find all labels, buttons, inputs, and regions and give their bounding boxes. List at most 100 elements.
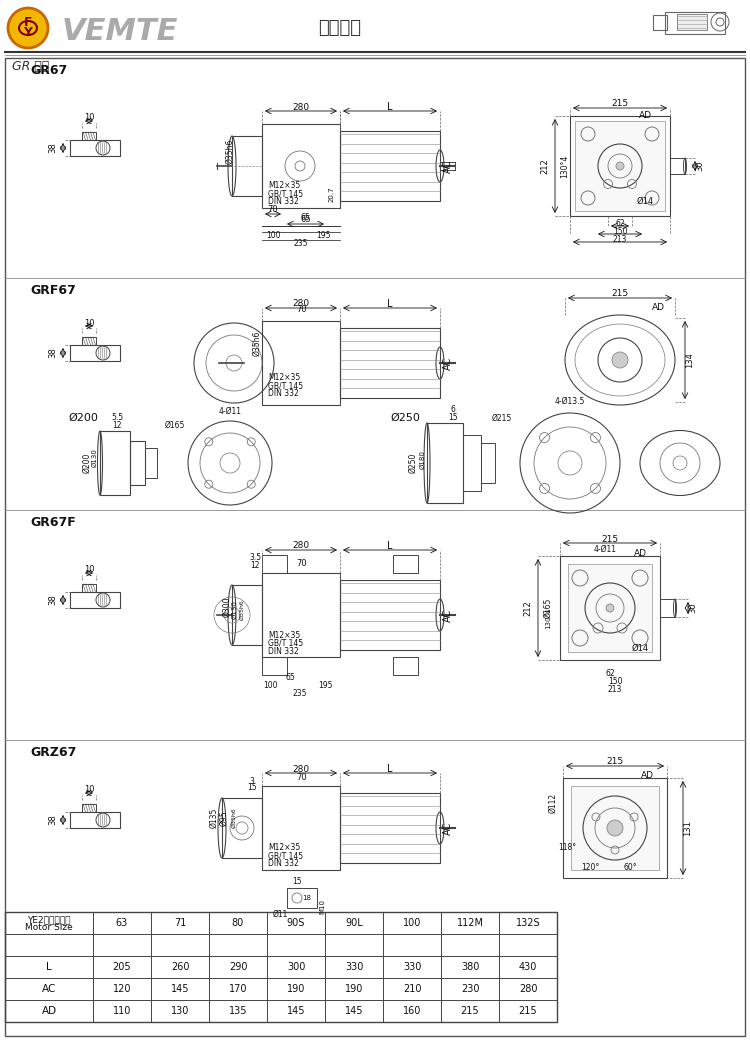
Text: 63: 63 (116, 918, 128, 928)
Text: 132S: 132S (516, 918, 540, 928)
Text: L: L (387, 102, 393, 111)
Bar (70, 812, 120, 828)
Text: 280: 280 (519, 984, 537, 994)
Bar (340, 131, 440, 201)
Text: 90L: 90L (345, 918, 363, 928)
Text: 195: 195 (316, 231, 330, 241)
Text: 80: 80 (232, 918, 244, 928)
Bar (677, 14, 707, 30)
Text: Motor Size: Motor Size (26, 923, 73, 933)
Text: 112M: 112M (457, 918, 484, 928)
Text: 20.7: 20.7 (329, 187, 335, 202)
Text: 210: 210 (403, 984, 422, 994)
Text: Ø300: Ø300 (223, 597, 232, 617)
Bar (232, 585, 262, 645)
Bar (232, 137, 262, 196)
Text: GB/T 145: GB/T 145 (268, 639, 303, 647)
Text: 290: 290 (229, 962, 248, 972)
Text: 130°4: 130°4 (545, 607, 551, 628)
Text: 135: 135 (229, 1006, 248, 1016)
Text: Ø130: Ø130 (92, 448, 98, 468)
Text: 70: 70 (297, 773, 307, 783)
Text: 235: 235 (294, 240, 308, 248)
Text: 215: 215 (602, 535, 619, 544)
Text: 38: 38 (49, 348, 58, 358)
Text: 212: 212 (541, 158, 550, 174)
Bar (70, 592, 120, 607)
Text: 230: 230 (460, 984, 479, 994)
Text: DIN 332: DIN 332 (268, 860, 298, 868)
Text: 130: 130 (171, 1006, 189, 1016)
Text: M12×35: M12×35 (268, 844, 300, 852)
Text: 减速电机: 减速电机 (319, 19, 362, 38)
Circle shape (8, 8, 48, 48)
Text: M12×35: M12×35 (268, 373, 300, 382)
Text: AD: AD (41, 1006, 56, 1016)
Text: 70: 70 (297, 305, 307, 315)
Text: 131: 131 (683, 820, 692, 836)
Text: 380: 380 (460, 962, 479, 972)
Text: 205: 205 (112, 962, 131, 972)
Text: 150: 150 (608, 676, 622, 686)
Text: 300: 300 (286, 962, 305, 972)
Text: AC: AC (443, 821, 453, 835)
Text: GB/T 145: GB/T 145 (268, 381, 303, 391)
Bar (560, 556, 660, 660)
Text: F: F (24, 16, 32, 28)
Text: 145: 145 (171, 984, 189, 994)
Text: 15: 15 (292, 877, 302, 887)
Text: Ø130: Ø130 (232, 600, 238, 619)
Text: 10: 10 (84, 566, 94, 574)
Bar (653, 15, 667, 30)
Text: 330: 330 (345, 962, 363, 972)
Bar (145, 448, 157, 478)
Circle shape (612, 352, 628, 368)
Bar (100, 431, 130, 495)
Text: 215: 215 (519, 1006, 537, 1016)
Text: AD: AD (638, 111, 652, 121)
Text: Y: Y (23, 25, 32, 39)
Text: 30: 30 (688, 602, 698, 614)
Text: YE2电机机座号: YE2电机机座号 (27, 916, 70, 924)
Bar (82, 584, 96, 592)
Bar (222, 798, 262, 858)
Text: L: L (387, 299, 393, 309)
Text: VEMTE: VEMTE (62, 18, 178, 47)
Text: 15: 15 (248, 784, 256, 793)
Text: 213: 213 (608, 685, 622, 694)
Text: Ø250: Ø250 (409, 453, 418, 473)
Text: 150: 150 (613, 226, 627, 235)
Text: Ø135: Ø135 (209, 808, 218, 828)
Text: 170: 170 (229, 984, 248, 994)
Text: 145: 145 (286, 1006, 305, 1016)
Text: 215: 215 (460, 1006, 479, 1016)
Text: Ø14: Ø14 (637, 197, 653, 205)
Text: 38: 38 (49, 815, 58, 825)
Bar (262, 555, 287, 573)
Text: 15: 15 (448, 413, 458, 422)
Text: 260: 260 (171, 962, 189, 972)
Bar (70, 140, 120, 156)
Text: 280: 280 (292, 102, 310, 111)
Text: AD: AD (634, 548, 646, 557)
Text: 65: 65 (301, 213, 310, 222)
Text: Ø165: Ø165 (544, 598, 553, 618)
Text: 60°: 60° (623, 864, 637, 872)
Circle shape (606, 604, 614, 612)
Text: 100: 100 (266, 231, 280, 241)
Text: 62: 62 (615, 219, 625, 227)
Text: 145: 145 (345, 1006, 363, 1016)
Text: 190: 190 (286, 984, 305, 994)
Text: 10: 10 (84, 114, 94, 123)
Bar (660, 599, 675, 617)
Text: 30: 30 (695, 160, 704, 171)
Text: 18: 18 (302, 895, 311, 901)
Text: Ø250: Ø250 (390, 413, 420, 423)
Text: 212: 212 (524, 600, 532, 616)
Text: 6: 6 (451, 405, 455, 415)
Text: Ø95: Ø95 (220, 811, 229, 826)
Bar (82, 132, 96, 140)
Text: M12×35: M12×35 (268, 630, 300, 640)
Text: Ø165: Ø165 (165, 421, 185, 429)
Bar (670, 158, 685, 174)
